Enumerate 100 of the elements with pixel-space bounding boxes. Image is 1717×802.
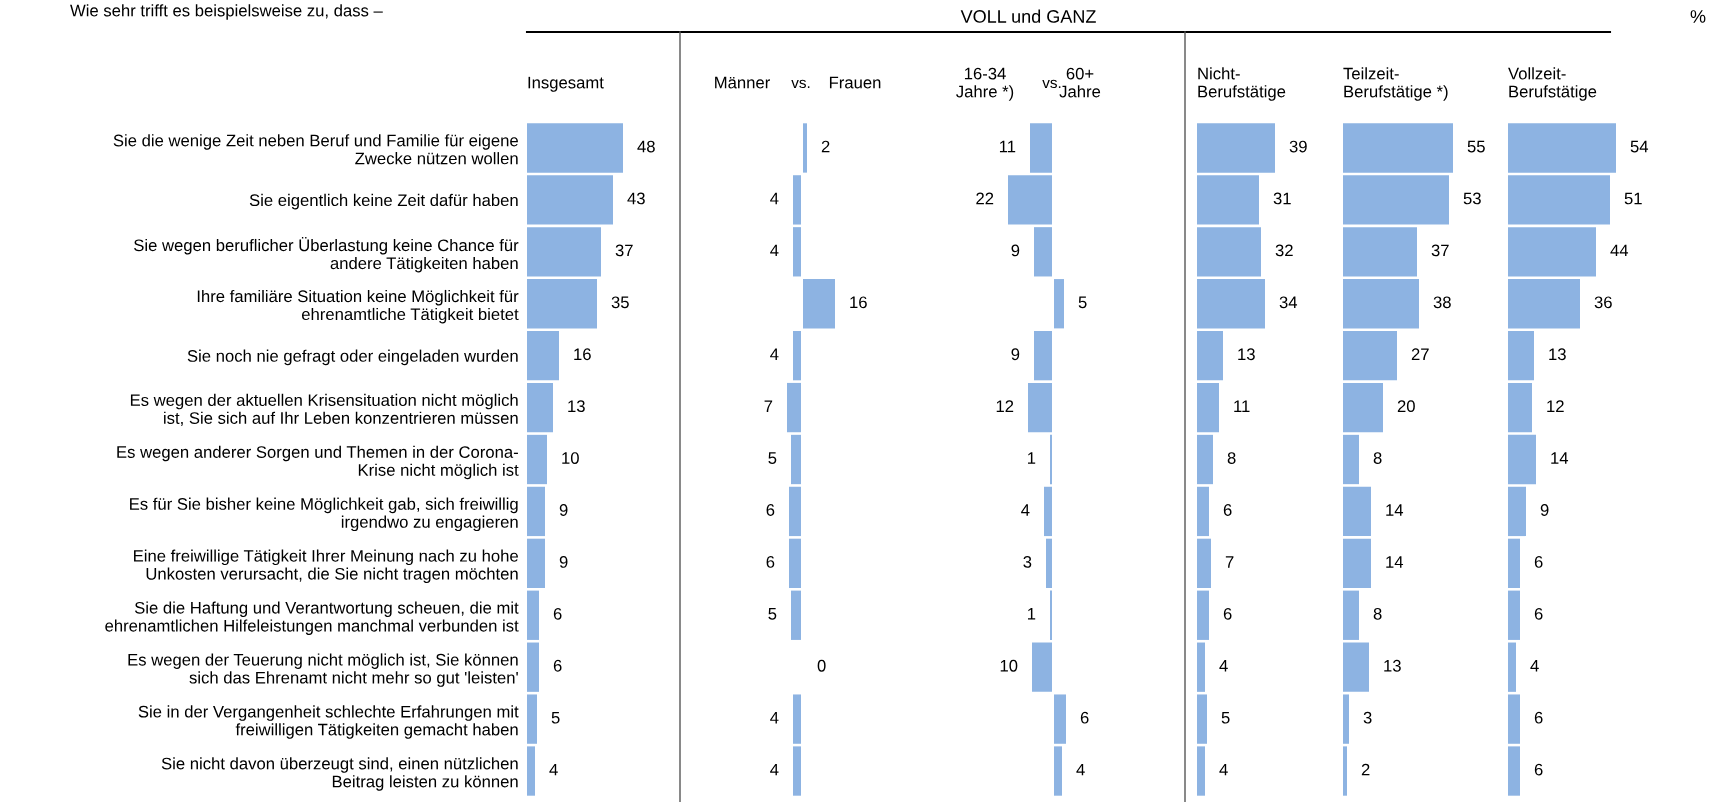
data-label: 32 [1275,244,1293,257]
data-label: 39 [1289,140,1307,153]
chart-title: Männer [715,76,770,89]
bar [793,694,801,744]
bar [791,590,801,640]
bar [1508,175,1610,225]
bar [791,434,801,485]
chart-title: 60+ Jahre [1059,67,1101,98]
data-label: 4 [1219,763,1228,776]
bar [793,330,801,381]
y-tick-label: Es für Sie bisher keine Möglichkeit gab, sich freiwillig irgendwo zu engagieren [130,497,518,532]
data-label: 4 [770,244,779,257]
data-label: 13 [1549,348,1566,361]
text: Wie sehr trifft es beispielsweise zu, dass – [70,4,383,20]
data-label: 4 [1076,763,1085,776]
data-label: 9 [1011,244,1020,257]
data-label: 5 [768,608,777,620]
data-label: 0 [817,659,826,672]
data-label: 6 [1534,607,1543,620]
chart-title: Frauen [829,76,881,89]
data-label: 54 [1630,140,1649,153]
bar [1044,486,1052,537]
data-label: 5 [551,711,560,724]
bar [1343,434,1359,485]
bar [1343,227,1417,277]
data-label: 3 [1363,711,1372,724]
bar [527,175,613,225]
bar [1197,694,1207,744]
data-label: 6 [1223,504,1232,516]
bar [1508,746,1520,796]
y-tick-label: Es wegen der aktuellen Krisensituation nicht möglich ist, Sie sich auf Ihr Leben konzentrieren müssen [130,393,518,426]
data-label: 22 [976,192,994,205]
bar [1197,590,1209,640]
data-label: 6 [1223,607,1232,620]
data-label: 6 [766,556,775,568]
bar [1508,486,1526,537]
chart-title: Nicht- Berufstätige [1198,67,1286,101]
text: vs. [791,79,810,89]
data-label: 3 [1023,556,1032,568]
bar [1508,694,1520,744]
text: % [1690,10,1706,23]
data-label: 14 [1551,452,1569,464]
data-label: 11 [999,140,1016,153]
data-label: 6 [1080,711,1089,724]
bar [793,227,801,277]
data-label: 13 [1384,659,1401,672]
data-label: 4 [770,192,779,205]
bar [1343,590,1359,640]
data-label: 37 [1431,244,1449,257]
bar [1508,538,1520,589]
text: vs. [1042,79,1061,89]
data-label: 13 [1238,348,1255,361]
data-label: 1 [1028,452,1036,464]
data-label: 10 [562,452,579,464]
bar [1197,746,1205,796]
bar [1034,330,1052,381]
chart-title: Teilzeit- Berufstätige *) [1343,67,1448,101]
data-label: 53 [1463,192,1481,205]
bar [1508,382,1532,433]
y-tick-label: Sie die Haftung und Verantwortung scheuen, die mit ehrenamtlichen Hilfeleistungen manchmal verbunden ist [105,601,519,635]
bar [1197,279,1265,329]
bar [1343,486,1371,537]
bar [1508,123,1616,173]
data-label: 2 [1361,763,1370,776]
data-label: 6 [1534,711,1543,724]
text: VOLL und GANZ [960,9,1096,23]
bar [789,538,801,589]
data-label: 14 [1386,556,1404,568]
bar [1508,227,1596,277]
bar [527,123,623,173]
data-label: 27 [1411,348,1429,360]
data-label: 35 [611,296,629,309]
bar [1197,330,1223,381]
bar [1343,538,1371,589]
bar [1343,330,1397,381]
y-tick-label: Sie die wenige Zeit neben Beruf und Familie für eigene Zwecke nützen wollen [113,134,518,165]
data-label: 55 [1467,140,1485,153]
data-label: 51 [1624,192,1642,205]
data-label: 2 [821,140,830,153]
bar [1343,123,1453,173]
bar [1197,538,1211,589]
data-label: 11 [1234,400,1250,412]
bar [1030,123,1052,173]
bar [1343,175,1449,225]
data-label: 43 [627,192,645,205]
data-label: 8 [1373,452,1382,464]
bar [1197,123,1275,173]
bar [527,746,535,796]
bar [1028,382,1052,433]
data-label: 9 [1540,504,1549,516]
y-tick-label: Sie wegen beruflicher Überlastung keine Chance für andere Tätigkeiten haben [134,237,519,273]
bar [527,486,545,537]
bar [527,434,547,485]
data-label: 4 [770,763,779,776]
data-label: 31 [1273,192,1291,205]
bar [527,590,539,640]
data-label: 5 [1221,711,1230,724]
bar [1508,434,1536,485]
data-label: 8 [1373,607,1382,620]
data-label: 7 [764,400,773,412]
